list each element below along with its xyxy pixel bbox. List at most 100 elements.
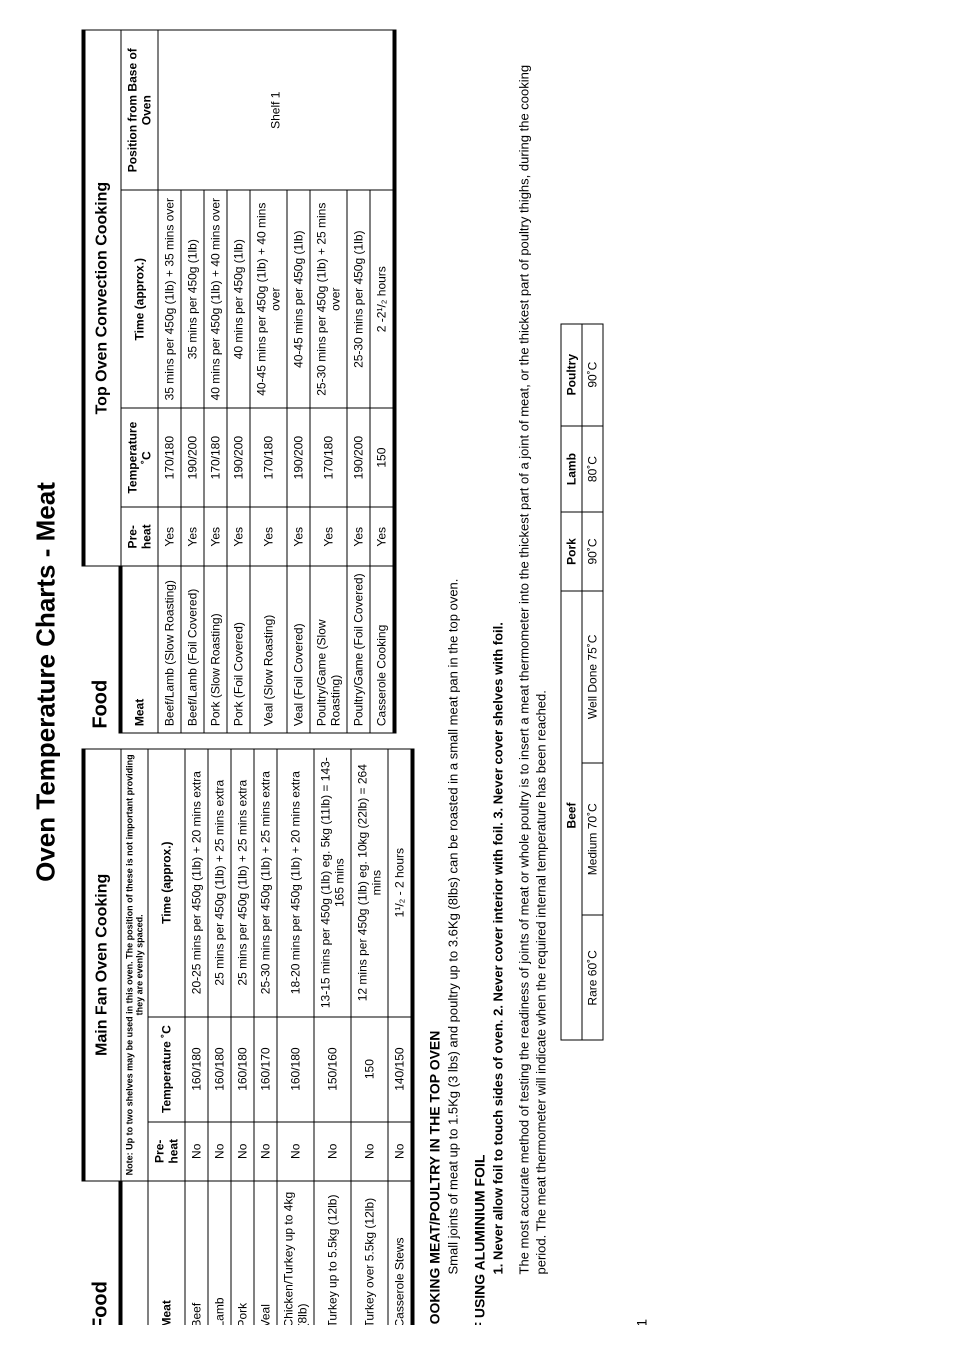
notes-section: COOKING MEAT/POULTRY IN THE TOP OVEN Sma…	[426, 30, 550, 1326]
table-row-temp: 190/200	[347, 408, 370, 507]
table-row-meat: Beef/Lamb (Slow Roasting)	[158, 566, 181, 732]
right-col-time: Time (approx.)	[121, 190, 158, 408]
food-label-left: Food	[84, 1181, 121, 1325]
table-row-meat: Turkey up to 5.5kg (12lb)	[314, 1181, 351, 1325]
right-section-header: Top Oven Convection Cooking	[84, 30, 121, 566]
left-spacer	[121, 1181, 148, 1325]
tt-pork: Pork	[561, 512, 582, 590]
notes-h2: IF USING ALUMINIUM FOIL	[472, 30, 488, 1326]
left-table: Food Main Fan Oven Cooking Note: Up to t…	[82, 748, 415, 1325]
table-row-temp: 140/150	[388, 1017, 413, 1122]
shelf-cell: Shelf 1	[158, 30, 395, 190]
table-row-temp: 170/180	[158, 408, 181, 507]
right-col-pos: Position from Base of Oven	[121, 30, 158, 190]
table-row-preheat: No	[185, 1122, 208, 1182]
page-number: 21	[633, 30, 649, 1326]
tt-medium: Medium 70˚C	[582, 763, 603, 915]
left-col-meat: Meat	[148, 1181, 185, 1325]
table-row-meat: Pork	[231, 1181, 254, 1325]
table-row-preheat: Yes	[158, 507, 181, 566]
food-label-right: Food	[84, 566, 121, 732]
tables-row: Food Main Fan Oven Cooking Note: Up to t…	[82, 30, 415, 1326]
table-row-preheat: Yes	[370, 507, 395, 566]
left-col-preheat: Pre-heat	[148, 1122, 185, 1182]
tt-rare: Rare 60˚C	[582, 915, 603, 1040]
right-col-meat: Meat	[121, 566, 158, 732]
table-row-meat: Veal	[254, 1181, 277, 1325]
table-row-preheat: No	[351, 1122, 388, 1182]
table-row-meat: Lamb	[208, 1181, 231, 1325]
notes-p3: The most accurate method of testing the …	[515, 30, 550, 1275]
table-row-time: 18-20 mins per 450g (1lb) + 20 mins extr…	[277, 749, 314, 1017]
right-table: Food Top Oven Convection Cooking Meat Pr…	[82, 30, 397, 734]
left-table-block: Food Main Fan Oven Cooking Note: Up to t…	[82, 748, 415, 1325]
table-row-time: 35 mins per 450g (1lb) + 35 mins over	[158, 190, 181, 408]
table-row-temp: 160/180	[231, 1017, 254, 1122]
left-col-temp: Temperature ˚C	[148, 1017, 185, 1122]
table-row-preheat: Yes	[287, 507, 310, 566]
table-row-temp: 160/170	[254, 1017, 277, 1122]
tt-poultry-v: 90˚C	[582, 324, 603, 426]
table-row-time: 20-25 mins per 450g (1lb) + 20 mins extr…	[185, 749, 208, 1017]
table-row-preheat: No	[208, 1122, 231, 1182]
table-row-meat: Casserole Stews	[388, 1181, 413, 1325]
left-section-header: Main Fan Oven Cooking	[84, 749, 121, 1181]
table-row-time: 1¹/₂ - 2 hours	[388, 749, 413, 1017]
table-row-meat: Pork (Slow Roasting)	[204, 566, 227, 732]
table-row-preheat: Yes	[181, 507, 204, 566]
table-row-preheat: No	[254, 1122, 277, 1182]
table-row-meat: Veal (Foil Covered)	[287, 566, 310, 732]
table-row-time: 40-45 mins per 450g (1lb)	[287, 190, 310, 408]
table-row-temp: 150	[351, 1017, 388, 1122]
table-row-preheat: Yes	[250, 507, 287, 566]
table-row-temp: 160/180	[185, 1017, 208, 1122]
tt-poultry: Poultry	[561, 324, 582, 426]
tt-well: Well Done 75˚C	[582, 591, 603, 764]
table-row-time: 25-30 mins per 450g (1lb) + 25 mins over	[310, 190, 347, 408]
table-row-temp: 150/160	[314, 1017, 351, 1122]
table-row-preheat: Yes	[310, 507, 347, 566]
notes-p2: 1. Never allow foil to touch sides of ov…	[490, 30, 508, 1275]
table-row-temp: 170/180	[250, 408, 287, 507]
table-row-preheat: No	[231, 1122, 254, 1182]
table-row-preheat: No	[277, 1122, 314, 1182]
table-row-preheat: Yes	[227, 507, 250, 566]
table-row-temp: 170/180	[204, 408, 227, 507]
table-row-time: 25-30 mins per 450g (1lb) + 25 mins extr…	[254, 749, 277, 1017]
table-row-time: 40 mins per 450g (1lb) + 40 mins over	[204, 190, 227, 408]
table-row-meat: Veal (Slow Roasting)	[250, 566, 287, 732]
table-row-temp: 160/180	[277, 1017, 314, 1122]
page-title: Oven Temperature Charts - Meat	[31, 30, 62, 1326]
table-row-preheat: Yes	[347, 507, 370, 566]
table-row-meat: Pork (Foil Covered)	[227, 566, 250, 732]
right-col-preheat: Pre-heat	[121, 507, 158, 566]
table-row-time: 13-15 mins per 450g (1lb) eg. 5kg (11lb)…	[314, 749, 351, 1017]
table-row-time: 40 mins per 450g (1lb)	[227, 190, 250, 408]
table-row-temp: 190/200	[287, 408, 310, 507]
notes-h1: COOKING MEAT/POULTRY IN THE TOP OVEN	[426, 30, 442, 1326]
table-row-temp: 190/200	[227, 408, 250, 507]
left-col-time: Time (approx.)	[148, 749, 185, 1017]
table-row-temp: 160/180	[208, 1017, 231, 1122]
notes-p1: Small joints of meat up to 1.5Kg (3 lbs)…	[444, 30, 462, 1275]
table-row-preheat: Yes	[204, 507, 227, 566]
table-row-time: 12 mins per 450g (1lb) eg. 10kg (22lb) =…	[351, 749, 388, 1017]
table-row-meat: Beef/Lamb (Foil Covered)	[181, 566, 204, 732]
table-row-time: 25 mins per 450g (1lb) + 25 mins extra	[208, 749, 231, 1017]
table-row-temp: 170/180	[310, 408, 347, 507]
table-row-preheat: No	[314, 1122, 351, 1182]
table-row-time: 25-30 mins per 450g (1lb)	[347, 190, 370, 408]
right-table-block: Food Top Oven Convection Cooking Meat Pr…	[82, 30, 397, 734]
table-row-preheat: No	[388, 1122, 413, 1182]
table-row-meat: Chicken/Turkey up to 4kg (8lb)	[277, 1181, 314, 1325]
table-row-meat: Turkey over 5.5kg (12lb)	[351, 1181, 388, 1325]
left-note: Note: Up to two shelves may be used in t…	[121, 749, 148, 1181]
table-row-time: 35 mins per 450g (1lb)	[181, 190, 204, 408]
table-row-temp: 190/200	[181, 408, 204, 507]
tt-beef: Beef	[561, 591, 582, 1041]
temp-table: Beef Pork Lamb Poultry Rare 60˚C Medium …	[560, 323, 603, 1041]
tt-pork-v: 90˚C	[582, 512, 603, 590]
table-row-meat: Casserole Cooking	[370, 566, 395, 732]
right-col-temp: Temperature ˚C	[121, 408, 158, 507]
table-row-time: 2 -2¹/₂ hours	[370, 190, 395, 408]
